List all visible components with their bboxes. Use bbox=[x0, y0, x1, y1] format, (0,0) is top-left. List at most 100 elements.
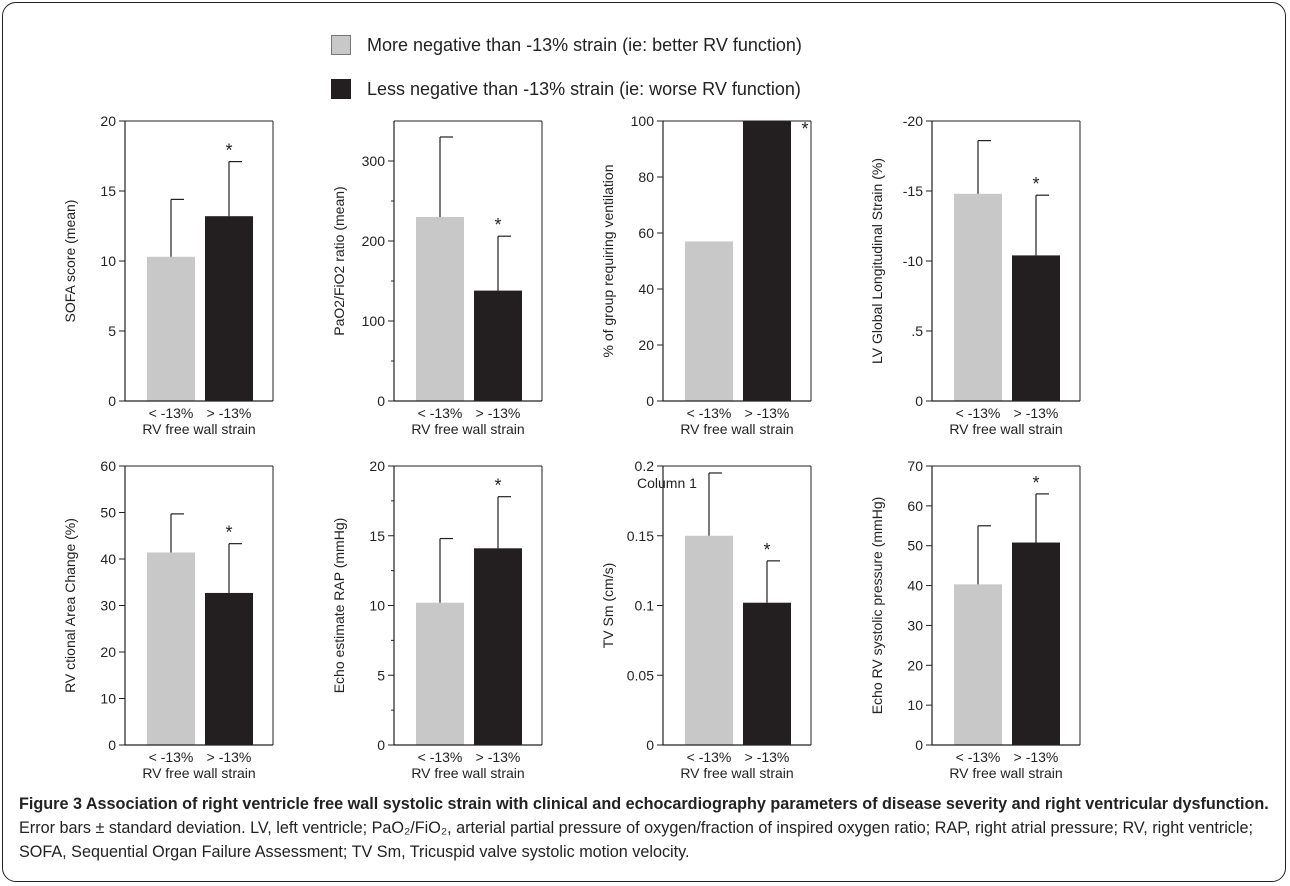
bar-better bbox=[954, 193, 1002, 401]
y-tick-label: 20 bbox=[100, 644, 116, 660]
y-tick-label: 0 bbox=[108, 737, 116, 753]
chart-panel-7: * 0 0.05 0.1 0.15 0.2 < -13% > -13%RV free wall… bbox=[600, 458, 812, 781]
significance-star: * bbox=[763, 540, 770, 560]
x-tick-label: < -13% bbox=[956, 405, 1001, 421]
bar-better bbox=[685, 241, 733, 401]
x-tick-label: < -13% bbox=[687, 749, 732, 765]
x-tick-label: < -13% bbox=[149, 405, 194, 421]
x-axis-title: RV free wall strain bbox=[949, 421, 1062, 437]
significance-star: * bbox=[1032, 473, 1039, 493]
significance-star: * bbox=[225, 523, 232, 543]
y-tick-label: 20 bbox=[638, 337, 654, 353]
significance-star: * bbox=[494, 215, 501, 235]
x-tick-label: > -13% bbox=[476, 749, 521, 765]
chart-panel-5: * 0 10 20 30 40 50 60 < -13% > -13%RV free wall s… bbox=[62, 458, 274, 781]
x-axis-title: RV free wall strain bbox=[680, 765, 793, 781]
significance-star: * bbox=[494, 476, 501, 496]
y-axis-title: RV ctional Area Change (%) bbox=[62, 518, 78, 693]
x-axis-title: RV free wall strain bbox=[949, 765, 1062, 781]
x-tick-label: > -13% bbox=[745, 405, 790, 421]
y-axis-title: LV Global Longitudinal Strain (%) bbox=[869, 158, 885, 364]
y-tick-label: 60 bbox=[907, 498, 923, 514]
x-tick-label: < -13% bbox=[418, 405, 463, 421]
y-tick-label: 20 bbox=[100, 113, 116, 129]
y-axis-title: SOFA score (mean) bbox=[62, 200, 78, 323]
caption-title: Figure 3 Association of right ventricle … bbox=[19, 795, 1269, 813]
y-tick-label: .5 bbox=[911, 323, 923, 339]
x-tick-label: > -13% bbox=[745, 749, 790, 765]
chart-panel-8: * 0 10 20 30 40 50 60 70 < -13% > -13%RV free wall… bbox=[869, 458, 1081, 781]
y-tick-label: 40 bbox=[100, 551, 116, 567]
chart-annotation: Column 1 bbox=[637, 475, 697, 491]
y-tick-label: 0.15 bbox=[627, 528, 654, 544]
bar-worse bbox=[1012, 542, 1060, 745]
y-tick-label: 0.2 bbox=[635, 458, 655, 474]
y-tick-label: 5 bbox=[108, 323, 116, 339]
bar-better bbox=[416, 602, 464, 745]
y-tick-label: 60 bbox=[638, 225, 654, 241]
y-tick-label: 10 bbox=[369, 598, 385, 614]
chart-panel-3: * 0 20 40 60 80 100 < -13% > -13%RV free wall st… bbox=[600, 113, 812, 437]
y-axis-title: Echo estimate RAP (mmHg) bbox=[331, 518, 347, 694]
y-tick-label: 20 bbox=[907, 657, 923, 673]
y-tick-label: 70 bbox=[907, 458, 923, 474]
y-tick-label: 200 bbox=[362, 233, 386, 249]
y-tick-label: -15 bbox=[903, 183, 923, 199]
y-tick-label: -20 bbox=[903, 113, 923, 129]
y-tick-label: 15 bbox=[369, 528, 385, 544]
chart-panel-4: * 0 .5 -10 -15 -20 < -13% > -13%RV free wall st… bbox=[869, 113, 1081, 437]
legend-label-better: More negative than -13% strain (ie: bett… bbox=[367, 34, 802, 55]
x-tick-label: > -13% bbox=[476, 405, 521, 421]
x-axis-title: RV free wall strain bbox=[411, 765, 524, 781]
x-axis-title: RV free wall strain bbox=[680, 421, 793, 437]
bar-worse bbox=[743, 121, 791, 401]
legend-swatch-better bbox=[331, 35, 351, 55]
bar-better bbox=[147, 256, 195, 401]
x-tick-label: > -13% bbox=[1014, 749, 1059, 765]
y-tick-label: 50 bbox=[907, 538, 923, 554]
bar-worse bbox=[474, 290, 522, 401]
bar-worse bbox=[205, 216, 253, 401]
x-tick-label: > -13% bbox=[1014, 405, 1059, 421]
y-tick-label: 40 bbox=[907, 578, 923, 594]
y-tick-label: 10 bbox=[907, 697, 923, 713]
x-tick-label: < -13% bbox=[687, 405, 732, 421]
bar-better bbox=[416, 217, 464, 401]
y-tick-label: 100 bbox=[631, 113, 655, 129]
x-axis-title: RV free wall strain bbox=[411, 421, 524, 437]
x-tick-label: > -13% bbox=[207, 749, 252, 765]
y-tick-label: 100 bbox=[362, 313, 386, 329]
figure-caption: Figure 3 Association of right ventricle … bbox=[19, 792, 1277, 864]
y-axis-title: Echo RV systolic pressure (mmHg) bbox=[869, 497, 885, 715]
legend-label-worse: Less negative than -13% strain (ie: wors… bbox=[367, 78, 801, 99]
significance-star: * bbox=[225, 141, 232, 161]
bar-worse bbox=[1012, 255, 1060, 401]
x-tick-label: < -13% bbox=[149, 749, 194, 765]
y-axis-title: PaO2/FiO2 ratio (mean) bbox=[331, 186, 347, 335]
y-tick-label: 10 bbox=[100, 691, 116, 707]
y-tick-label: 10 bbox=[100, 253, 116, 269]
y-tick-label: 0 bbox=[915, 393, 923, 409]
bar-better bbox=[954, 584, 1002, 745]
x-axis-title: RV free wall strain bbox=[142, 421, 255, 437]
chart-panel-2: * 0 100 200 300 < -13% > -13%RV free wall stra… bbox=[331, 120, 543, 437]
y-tick-label: 5 bbox=[377, 667, 385, 683]
y-tick-label: 0 bbox=[108, 393, 116, 409]
bar-worse bbox=[474, 548, 522, 745]
x-tick-label: < -13% bbox=[956, 749, 1001, 765]
bar-better bbox=[685, 535, 733, 745]
y-tick-label: 20 bbox=[369, 458, 385, 474]
y-tick-label: -10 bbox=[903, 253, 923, 269]
legend-swatch-worse bbox=[331, 79, 351, 99]
y-axis-title: % of group requiring ventilation bbox=[600, 164, 616, 357]
legend-item-better: More negative than -13% strain (ie: bett… bbox=[331, 27, 802, 63]
y-tick-label: 40 bbox=[638, 281, 654, 297]
bar-better bbox=[147, 552, 195, 745]
y-tick-label: 300 bbox=[362, 153, 386, 169]
y-tick-label: 30 bbox=[100, 598, 116, 614]
significance-star: * bbox=[801, 119, 808, 139]
y-tick-label: 80 bbox=[638, 169, 654, 185]
y-tick-label: 0 bbox=[915, 737, 923, 753]
